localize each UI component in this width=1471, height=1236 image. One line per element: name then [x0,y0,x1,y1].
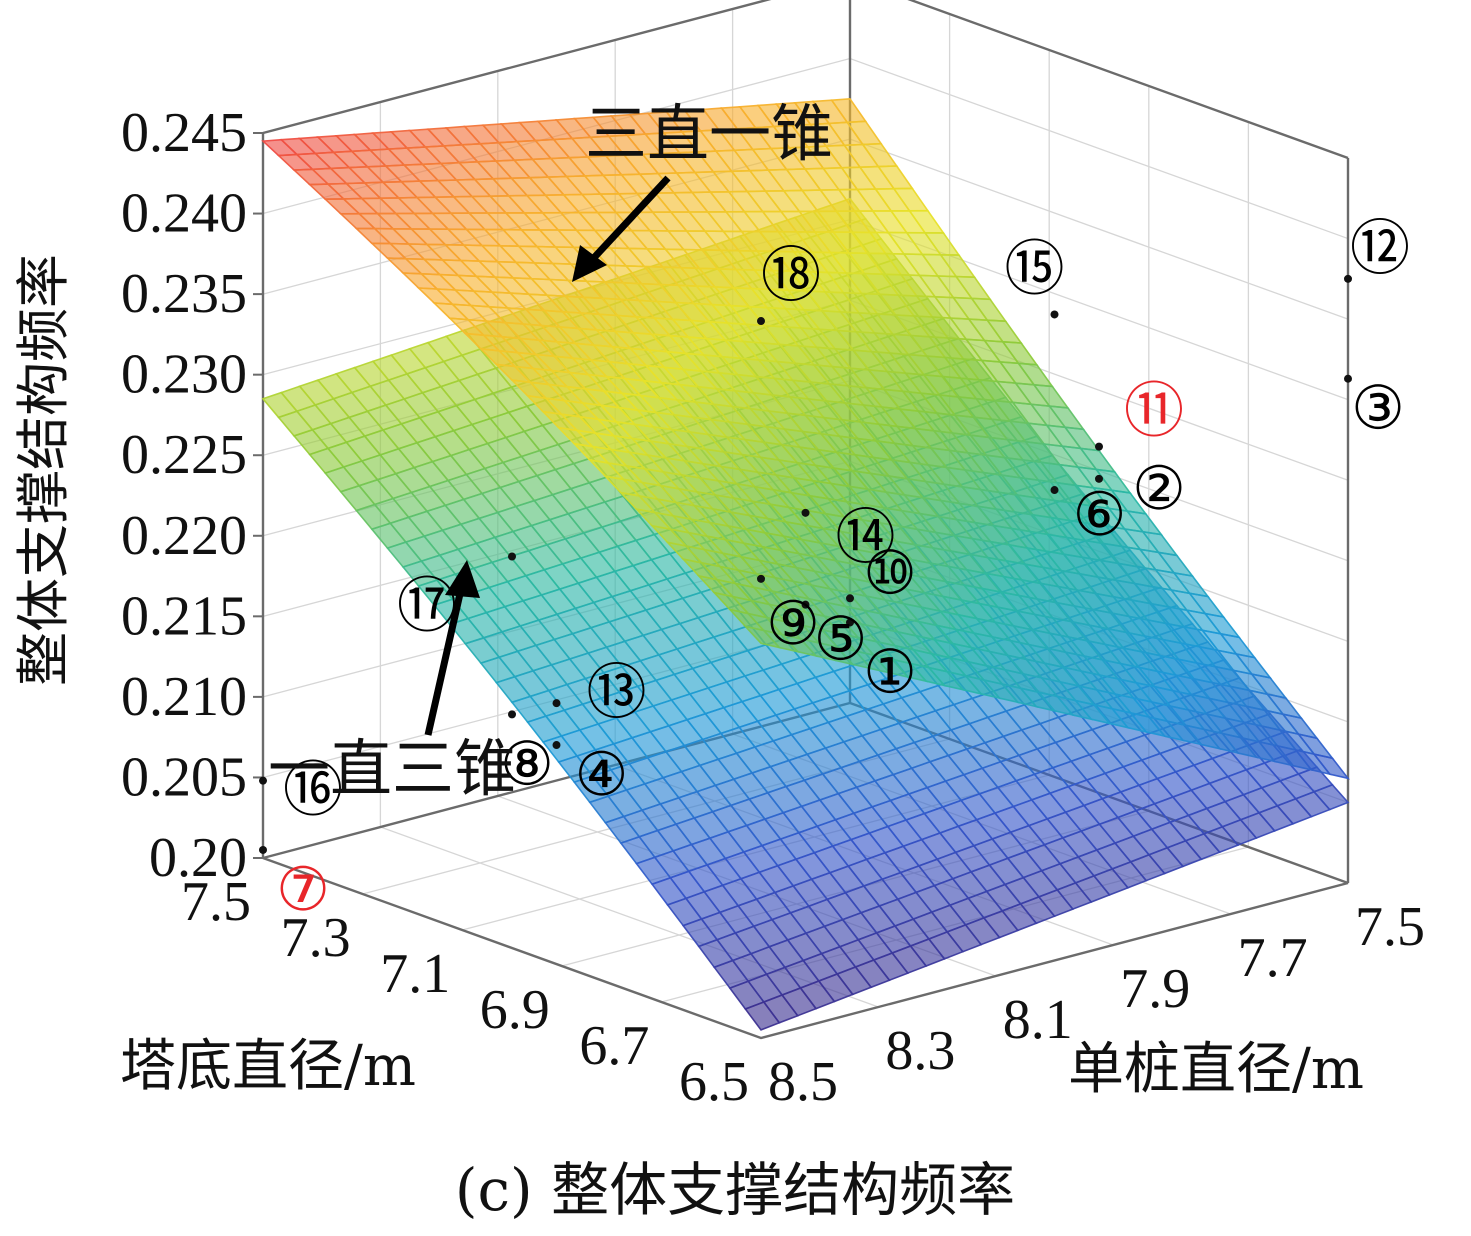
data-point [801,508,810,517]
point-label: ⑤ [814,605,868,675]
data-point [801,600,810,609]
y-tick-label: 7.7 [1238,927,1308,989]
z-tick-label: 0.215 [121,585,247,647]
x-tick-label: 7.5 [181,871,251,933]
x-tick-label: 6.5 [679,1051,749,1113]
tick-labels [253,132,263,859]
point-label: ① [863,637,917,707]
annotation-arrowhead [445,560,480,598]
point-label: ⑭ [836,503,896,573]
point-label: ⑱ [761,241,821,311]
data-point [1050,310,1059,319]
data-point [259,845,267,854]
y-tick-label: 8.1 [1003,989,1073,1051]
data-points [259,274,1352,854]
point-label: ⑩ [863,538,917,608]
axis-base-front [262,856,1349,1040]
point-label: ⑬ [587,658,647,728]
point-label: ⑰ [397,572,457,642]
z-tick-label: 0.240 [121,183,247,245]
z-tick-label: 0.230 [121,344,247,406]
surface-cell [1312,783,1350,811]
annotation-arrow-one-straight [424,584,466,736]
data-point [259,776,267,785]
data-point [757,317,765,326]
z-axis-label: 整体支撑结构频率 [12,254,75,686]
data-point [757,574,765,583]
y-tick-label: 7.9 [1120,958,1190,1020]
point-label: ⑦ [276,855,330,925]
point-label: ⑯ [283,756,343,826]
y-tick-label: 8.3 [885,1020,955,1082]
data-point [508,710,516,719]
data-point [552,699,561,708]
y-tick-label: 8.5 [768,1051,838,1113]
point-label: ④ [575,740,629,810]
z-tick-label: 0.220 [121,505,247,567]
data-point [1344,274,1352,283]
point-label: ⑮ [1005,234,1065,304]
point-label: ② [1132,454,1186,524]
point-label: ⑧ [500,729,554,799]
y-tick-label: 7.5 [1355,896,1425,958]
data-point [1095,474,1103,483]
annotation-arrow-three-straight [587,175,671,265]
point-label: ③ [1351,374,1405,444]
z-tick-label: 0.210 [121,666,247,728]
x-tick-label: 7.1 [380,943,450,1005]
x-tick-label: 7.3 [281,907,351,969]
z-tick-label: 0.205 [121,746,247,808]
y-axis-label: 单桩直径/m [1068,1037,1364,1102]
z-tick-label: 0.245 [121,102,247,164]
surface-three-straight-one-cone [261,97,1351,780]
point-label: ⑪ [1124,377,1184,447]
point-label: ⑥ [1073,480,1127,550]
annotations [424,175,671,736]
data-point [846,594,854,603]
figure-caption: (c) 整体支撑结构频率 [455,1156,1015,1224]
data-point [846,618,854,627]
x-tick-label: 6.7 [579,1015,649,1077]
data-point [1050,486,1059,495]
z-tick-label: 0.20 [149,827,247,889]
annotation-arrowhead [572,245,607,282]
data-point [1344,374,1352,383]
annotation-one-straight-three-cone: 一直三锥 [268,732,516,805]
data-point [552,741,561,750]
axis-top-edge [262,0,1349,160]
z-tick-label: 0.225 [121,424,247,486]
x-tick-label: 6.9 [480,979,550,1041]
point-label: ⑨ [766,589,820,659]
data-point [1095,442,1103,451]
annotation-three-straight-one-cone: 三直一锥 [585,97,833,170]
surface-cell [1312,752,1351,780]
z-tick-label: 0.235 [121,263,247,325]
x-axis-label: 塔底直径/m [120,1034,416,1099]
data-point [508,552,516,561]
point-label: ⑫ [1350,214,1410,284]
